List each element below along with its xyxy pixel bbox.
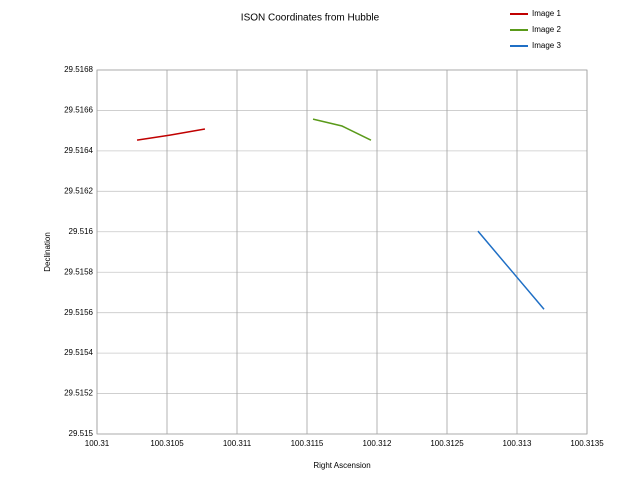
x-tick-label: 100.3115 (291, 439, 324, 448)
y-tick-label: 29.5162 (64, 186, 93, 195)
y-tick-label: 29.5166 (64, 106, 93, 115)
chart-title: ISON Coordinates from Hubble (241, 13, 380, 24)
y-tick-label: 29.5154 (64, 348, 93, 357)
x-tick-label: 100.3125 (430, 439, 464, 448)
y-tick-label: 29.5152 (64, 389, 93, 398)
x-axis-label: Right Ascension (313, 461, 370, 470)
legend-label: Image 1 (532, 9, 561, 18)
x-tick-label: 100.3135 (570, 439, 604, 448)
y-tick-label: 29.5156 (64, 308, 93, 317)
y-tick-label: 29.5164 (64, 146, 93, 155)
y-tick-label: 29.5168 (64, 65, 93, 74)
x-tick-label: 100.311 (223, 439, 252, 448)
series-line (312, 118, 372, 141)
series-line (136, 128, 206, 141)
legend-label: Image 2 (532, 25, 561, 34)
plot-border (96, 69, 588, 435)
x-tick-label: 100.31 (85, 439, 110, 448)
series-line (477, 230, 545, 310)
x-tick-label: 100.312 (363, 439, 392, 448)
legend-label: Image 3 (532, 41, 561, 50)
x-tick-label: 100.3105 (150, 439, 184, 448)
y-axis-label: Declination (43, 232, 52, 272)
x-tick-label: 100.313 (503, 439, 532, 448)
y-tick-label: 29.516 (69, 227, 94, 236)
y-tick-label: 29.515 (69, 429, 94, 438)
y-tick-label: 29.5158 (64, 267, 93, 276)
